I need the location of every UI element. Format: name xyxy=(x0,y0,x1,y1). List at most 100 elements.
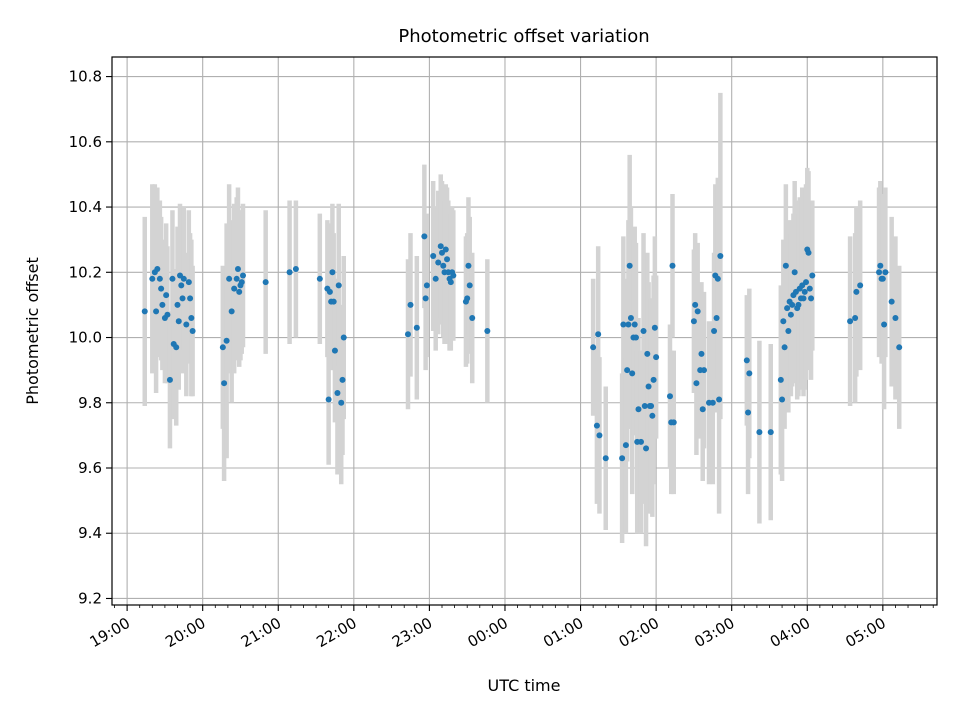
y-tick-label: 10.8 xyxy=(69,68,102,86)
data-point xyxy=(795,301,802,308)
data-point xyxy=(745,409,752,416)
data-point xyxy=(879,275,886,282)
data-point xyxy=(221,380,228,387)
data-point xyxy=(239,272,246,279)
data-point xyxy=(779,396,786,403)
y-tick-label: 9.8 xyxy=(78,394,102,412)
data-point xyxy=(164,311,171,318)
data-point xyxy=(649,412,656,419)
data-point xyxy=(338,399,345,406)
data-point xyxy=(800,295,807,302)
data-point xyxy=(711,328,718,334)
x-tick-label: 01:00 xyxy=(540,614,586,651)
data-point xyxy=(694,308,701,315)
data-point xyxy=(432,275,439,282)
y-tick-label: 9.4 xyxy=(78,524,102,542)
data-point xyxy=(645,383,652,390)
data-point xyxy=(330,298,337,305)
data-point xyxy=(262,279,269,286)
y-tick-label: 10.0 xyxy=(69,329,102,347)
data-point xyxy=(632,334,639,341)
data-points xyxy=(141,233,903,462)
data-point xyxy=(787,311,794,318)
data-point xyxy=(709,399,716,406)
chart-title: Photometric offset variation xyxy=(398,26,649,47)
data-point xyxy=(413,324,420,331)
data-point xyxy=(166,376,173,383)
data-point xyxy=(620,321,627,328)
x-tick-label: 22:00 xyxy=(313,614,359,651)
data-point xyxy=(141,308,148,315)
data-point xyxy=(226,275,233,282)
y-tick-label: 9.2 xyxy=(78,589,102,607)
data-point xyxy=(422,295,429,302)
data-point xyxy=(450,272,457,279)
data-point xyxy=(641,403,648,410)
data-point xyxy=(789,301,796,308)
data-point xyxy=(596,432,603,439)
data-point xyxy=(882,269,889,276)
data-point xyxy=(638,438,645,445)
y-axis: 9.2 9.4 9.6 9.8 10.0 10.2 10.4 10.6 10.8 xyxy=(69,68,112,607)
data-point xyxy=(286,269,293,276)
x-tick-label: 19:00 xyxy=(87,614,133,651)
data-point xyxy=(219,344,226,351)
data-point xyxy=(183,321,190,328)
data-point xyxy=(651,324,658,331)
data-point xyxy=(782,262,789,269)
data-point xyxy=(178,282,185,289)
data-point xyxy=(627,314,634,321)
data-point xyxy=(407,301,414,308)
data-point xyxy=(595,331,602,338)
data-point xyxy=(447,279,454,286)
data-point xyxy=(791,269,798,276)
x-tick-label: 00:00 xyxy=(465,614,511,651)
data-point xyxy=(149,275,156,282)
x-tick-label: 03:00 xyxy=(691,614,737,651)
data-point xyxy=(857,282,864,289)
data-point xyxy=(325,396,332,403)
data-point xyxy=(180,275,187,282)
data-point xyxy=(292,266,299,273)
data-point xyxy=(785,328,792,334)
y-tick-label: 10.6 xyxy=(69,133,102,151)
data-point xyxy=(896,344,903,351)
y-tick-label: 10.2 xyxy=(69,263,102,281)
data-point xyxy=(756,429,763,436)
data-point xyxy=(435,259,442,266)
data-point xyxy=(717,252,724,259)
data-point xyxy=(430,252,437,259)
data-point xyxy=(847,318,854,325)
data-point xyxy=(619,455,626,462)
data-point xyxy=(876,269,883,276)
data-point xyxy=(440,262,447,269)
data-point xyxy=(464,295,471,302)
data-point xyxy=(179,295,186,302)
data-point xyxy=(163,292,170,299)
data-point xyxy=(185,279,192,286)
data-point xyxy=(404,331,411,338)
data-point xyxy=(643,445,650,452)
data-point xyxy=(631,321,638,328)
data-point xyxy=(700,367,707,374)
data-point xyxy=(329,269,336,276)
data-point xyxy=(648,403,655,410)
data-point xyxy=(892,314,899,321)
data-point xyxy=(158,285,165,292)
data-point xyxy=(881,321,888,328)
data-point xyxy=(784,305,791,312)
data-point xyxy=(173,344,180,351)
data-point xyxy=(421,233,428,240)
data-point xyxy=(187,295,194,302)
data-point xyxy=(442,246,449,253)
data-point xyxy=(231,285,238,292)
x-tick-label: 20:00 xyxy=(162,614,208,651)
data-point xyxy=(808,295,815,302)
data-point xyxy=(590,344,597,351)
data-point xyxy=(335,282,342,289)
x-tick-label: 23:00 xyxy=(389,614,435,651)
data-point xyxy=(228,308,235,315)
data-point xyxy=(340,334,347,341)
data-point xyxy=(805,249,812,256)
